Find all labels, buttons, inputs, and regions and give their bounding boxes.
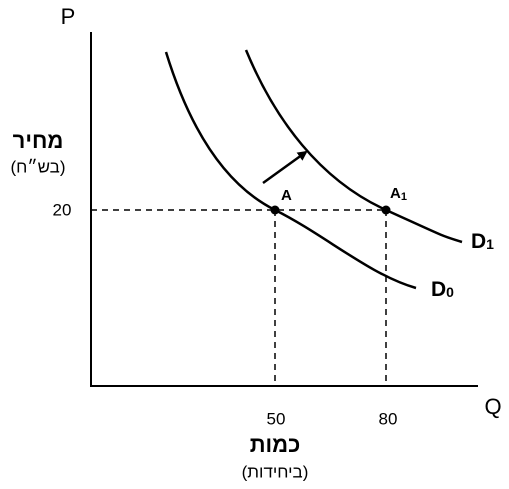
x-axis-subtitle: (ביחידות) — [242, 462, 309, 481]
y-axis-title: מחיר — [13, 128, 64, 153]
curve-label-main: D — [471, 230, 486, 253]
x-tick-label: 50 — [267, 409, 286, 428]
point-a1 — [381, 205, 391, 215]
x-axis-label: Q — [484, 394, 501, 419]
point-label: A1 — [390, 185, 407, 203]
axes — [90, 32, 478, 387]
demand-curve-0 — [164, 51, 417, 290]
y-tick-label: 20 — [53, 200, 72, 219]
x-tick-label: 80 — [379, 409, 398, 428]
curve-label-main: D — [431, 278, 446, 301]
point-label-main: A — [390, 185, 401, 202]
curve-label: D1 — [471, 230, 494, 253]
y-axis-label: P — [61, 4, 76, 29]
guide-lines — [91, 209, 387, 386]
curve-label: D0 — [431, 278, 454, 301]
y-axis-subtitle: (בש״ח) — [10, 157, 65, 176]
curve-label-sub: 1 — [486, 236, 494, 252]
shift-arrow — [262, 150, 308, 185]
x-axis-title: כמות — [250, 432, 301, 457]
point-label: A — [281, 187, 292, 204]
demand-curve-1 — [244, 49, 463, 244]
point-label-sub: 1 — [401, 191, 407, 203]
point-a — [270, 205, 280, 215]
curve-label-sub: 0 — [446, 284, 454, 300]
